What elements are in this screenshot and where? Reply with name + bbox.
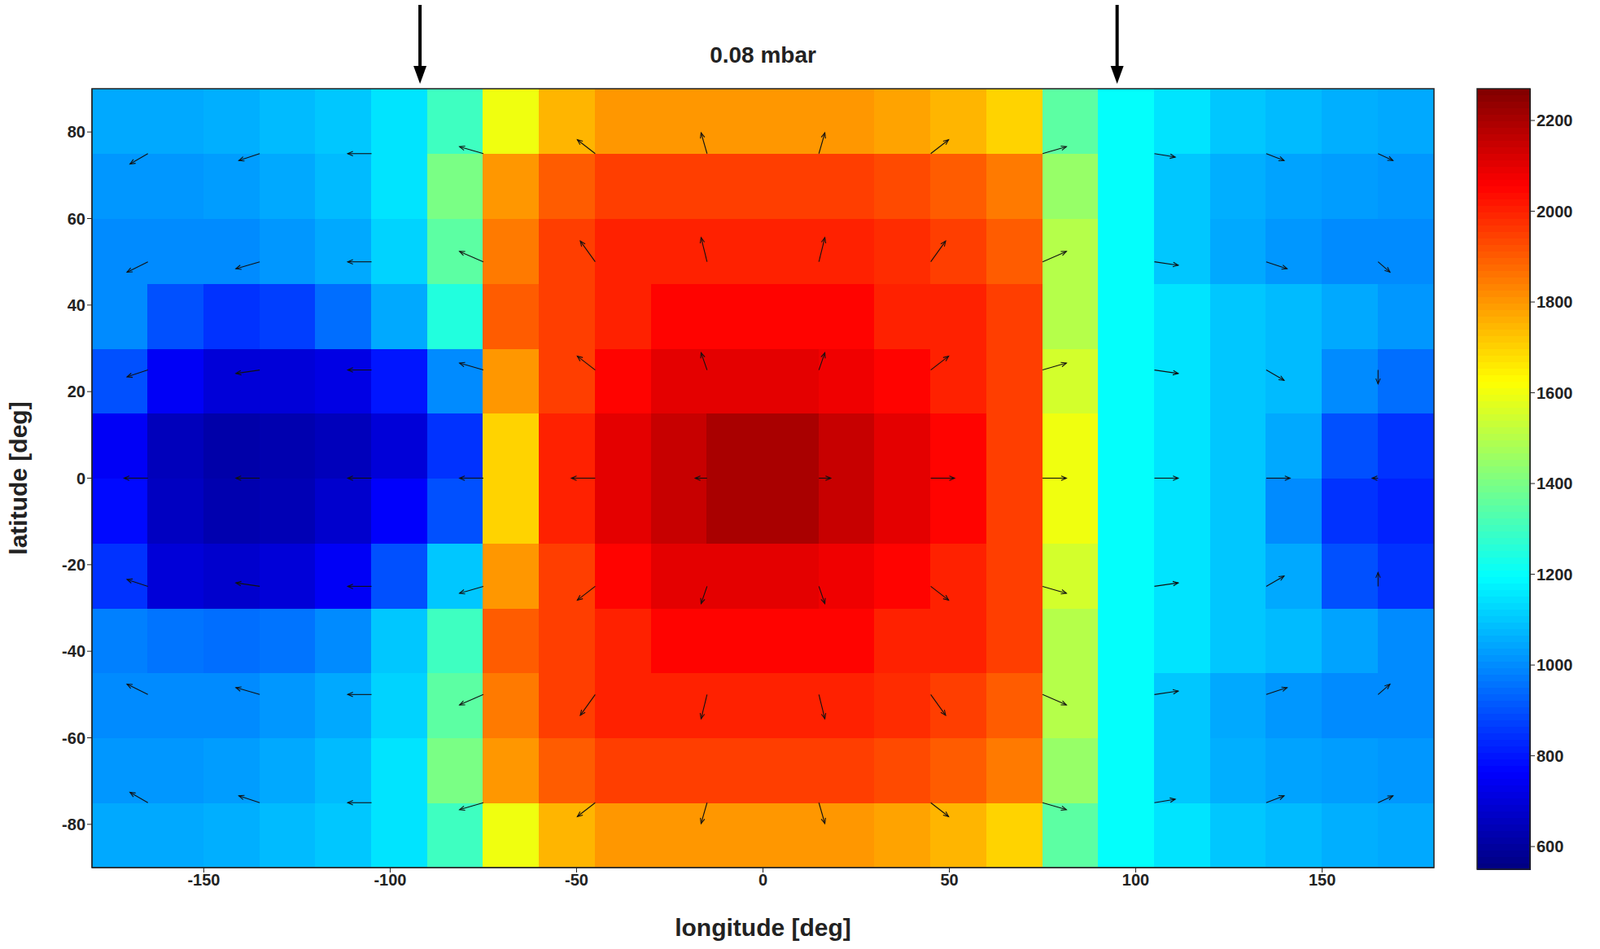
svg-text:600: 600	[1536, 837, 1564, 856]
html-text:0.08 mbar: 0.08 mbar	[709, 42, 817, 68]
svg-text:-50: -50	[564, 870, 589, 889]
svg-text:-60: -60	[61, 729, 86, 748]
svg-text:-150: -150	[187, 870, 220, 889]
svg-text:60: 60	[67, 209, 86, 228]
svg-text:-100: -100	[373, 870, 407, 889]
svg-text:0: 0	[758, 870, 768, 889]
svg-text:-40: -40	[61, 642, 86, 661]
svg-text:2000: 2000	[1536, 202, 1574, 221]
svg-text:40: 40	[67, 296, 86, 315]
svg-text:longitude [deg]: longitude [deg]	[674, 913, 852, 941]
svg-text:-20: -20	[61, 555, 86, 574]
svg-text:1400: 1400	[1536, 474, 1574, 493]
svg-text:latitude [deg]: latitude [deg]	[4, 401, 32, 555]
svg-text:20: 20	[67, 382, 86, 401]
svg-text:100: 100	[1122, 870, 1150, 889]
svg-text:150: 150	[1308, 870, 1336, 889]
svg-text:1200: 1200	[1536, 565, 1574, 584]
svg-text:80: 80	[67, 122, 86, 141]
svg-text:0: 0	[76, 469, 86, 488]
svg-text:800: 800	[1536, 747, 1564, 766]
svg-text:-80: -80	[61, 815, 86, 834]
svg-text:1600: 1600	[1536, 384, 1574, 403]
svg-text:1000: 1000	[1536, 655, 1574, 674]
svg-text:1800: 1800	[1536, 292, 1574, 311]
svg-text:2200: 2200	[1536, 111, 1574, 130]
svg-text:50: 50	[939, 870, 958, 889]
